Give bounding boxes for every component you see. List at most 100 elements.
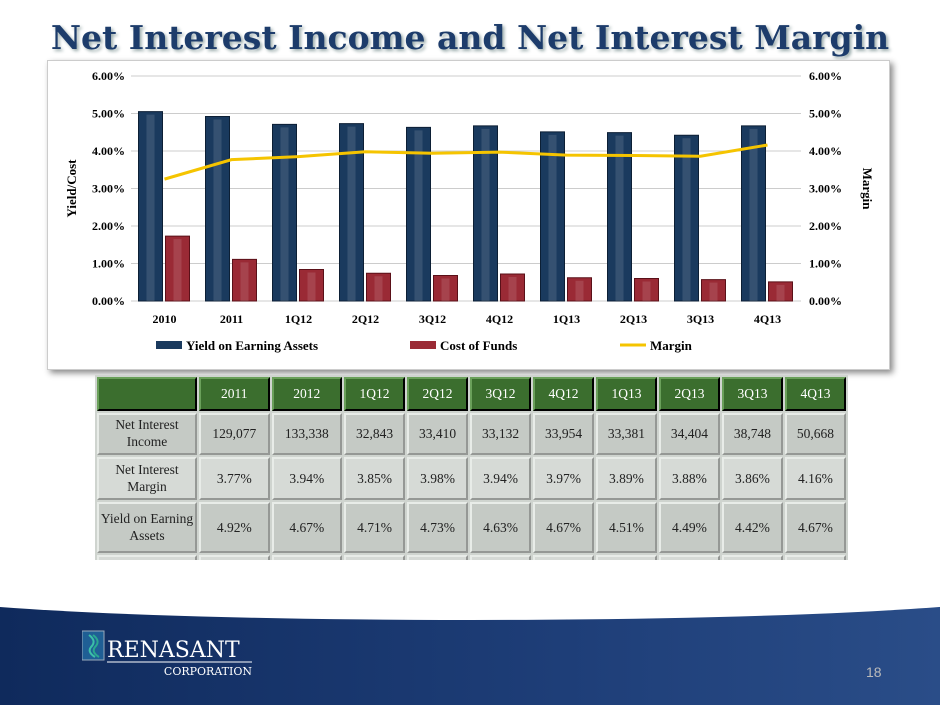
bar-highlight <box>749 128 758 301</box>
cost-bar <box>634 278 659 302</box>
x-tick-label: 2Q12 <box>352 312 379 326</box>
chart-container: 0.00% 0.00% 1.00% 1.00% 2.00% 2.00% 3.00% 3.00%… <box>47 60 890 370</box>
y2-tick-label: 3.00% <box>809 182 842 196</box>
row-label: Yield on Earning Assets <box>97 502 197 553</box>
cost-bar <box>232 258 257 302</box>
row-label: Net Interest Income <box>97 413 197 455</box>
yield-bar <box>674 134 699 302</box>
bar-highlight <box>280 127 289 301</box>
column-header <box>97 377 197 411</box>
y-tick-label: 4.00% <box>92 144 125 158</box>
column-header: 2Q13 <box>658 377 720 411</box>
column-header: 3Q12 <box>470 377 532 411</box>
legend-swatch <box>410 341 436 349</box>
row-label: Net Interest Margin <box>97 457 197 500</box>
x-tick-label: 3Q13 <box>687 312 714 326</box>
yield-bar <box>607 132 632 302</box>
table-cell: 4.42% <box>721 502 783 553</box>
y2-tick-label: 1.00% <box>809 257 842 271</box>
table-cell: 32,843 <box>344 413 406 455</box>
table-cell: 4.92% <box>199 502 270 553</box>
bar-highlight <box>548 134 557 301</box>
x-tick-label: 1Q13 <box>553 312 580 326</box>
bar-highlight <box>307 272 316 301</box>
bar-highlight <box>441 278 450 301</box>
combo-chart: 0.00% 0.00% 1.00% 1.00% 2.00% 2.00% 3.00% 3.00%… <box>64 69 875 353</box>
page-number: 18 <box>866 664 882 680</box>
legend-swatch <box>156 341 182 349</box>
bar-highlight <box>213 119 222 301</box>
table-row: Net Interest Margin 3.77% 3.94% 3.85% 3.98% 3… <box>97 457 846 500</box>
margin-line <box>164 143 768 181</box>
table-cell: 3.88% <box>658 457 720 500</box>
bar-highlight <box>709 282 718 301</box>
table-cell: 3.94% <box>271 457 343 500</box>
y-tick-label: 5.00% <box>92 107 125 121</box>
table-cell: 4.71% <box>344 502 406 553</box>
table-cell: 33,410 <box>407 413 469 455</box>
table-cell: 33,381 <box>596 413 657 455</box>
legend-label: Yield on Earning Assets <box>186 338 318 353</box>
cost-bar <box>299 269 324 302</box>
x-tick-label: 2Q13 <box>620 312 647 326</box>
column-header: 3Q13 <box>721 377 783 411</box>
table-cell: 133,338 <box>271 413 343 455</box>
bar-highlight <box>173 239 182 301</box>
column-header: 4Q13 <box>784 377 846 411</box>
cost-bar <box>701 279 726 302</box>
table-cell: 3.98% <box>407 457 469 500</box>
bar-highlight <box>481 128 490 301</box>
x-tick-label: 2011 <box>220 312 243 326</box>
y-tick-label: 3.00% <box>92 182 125 196</box>
table-cell: 3.97% <box>533 457 594 500</box>
x-tick-label: 4Q12 <box>486 312 513 326</box>
cost-bar <box>500 273 525 302</box>
y-axis-label: Yield/Cost <box>64 159 79 218</box>
y2-tick-label: 4.00% <box>809 144 842 158</box>
yield-bar <box>406 126 431 302</box>
y2-tick-label: 0.00% <box>809 294 842 308</box>
slide-title: Net Interest Income and Net Interest Mar… <box>50 18 890 57</box>
logo-sub: CORPORATION <box>164 665 252 678</box>
y-tick-label: 1.00% <box>92 257 125 271</box>
table-cell: 3.94% <box>470 457 532 500</box>
table-cell: 3.86% <box>721 457 783 500</box>
yield-bar <box>473 125 498 302</box>
bar-highlight <box>615 135 624 301</box>
column-header: 1Q12 <box>344 377 406 411</box>
bar-highlight <box>414 130 423 301</box>
cost-bar <box>433 275 458 302</box>
cost-bar <box>567 277 592 302</box>
bar-highlight <box>240 262 249 301</box>
bar-highlight <box>682 138 691 301</box>
footer-band <box>0 560 940 705</box>
column-header: 1Q13 <box>596 377 657 411</box>
y-tick-label: 6.00% <box>92 69 125 83</box>
bar-highlight <box>575 280 584 301</box>
table-row: Net Interest Income 129,077 133,338 32,843 3… <box>97 413 846 455</box>
yield-bar <box>540 131 565 302</box>
y2-axis-label: Margin <box>860 168 875 211</box>
table-cell: 4.51% <box>596 502 657 553</box>
table-cell: 3.85% <box>344 457 406 500</box>
logo-name: RENASANT <box>107 638 240 663</box>
table-cell: 33,954 <box>533 413 594 455</box>
table-cell: 4.67% <box>271 502 343 553</box>
table-cell: 129,077 <box>199 413 270 455</box>
x-tick-label: 3Q12 <box>419 312 446 326</box>
bar-highlight <box>642 281 651 301</box>
legend-label: Cost of Funds <box>440 338 517 353</box>
table-cell: 4.16% <box>784 457 846 500</box>
renasant-logo: RENASANT CORPORATION <box>82 630 252 678</box>
y2-tick-label: 5.00% <box>809 107 842 121</box>
column-header: 2012 <box>271 377 343 411</box>
table-cell: 4.67% <box>784 502 846 553</box>
table-cell: 4.63% <box>470 502 532 553</box>
bar-highlight <box>374 276 383 301</box>
x-tick-label: 1Q12 <box>285 312 312 326</box>
y-tick-label: 0.00% <box>92 294 125 308</box>
table-cell: 33,132 <box>470 413 532 455</box>
table-cell: 4.67% <box>533 502 594 553</box>
column-header: 2011 <box>199 377 270 411</box>
table-cell: 4.73% <box>407 502 469 553</box>
